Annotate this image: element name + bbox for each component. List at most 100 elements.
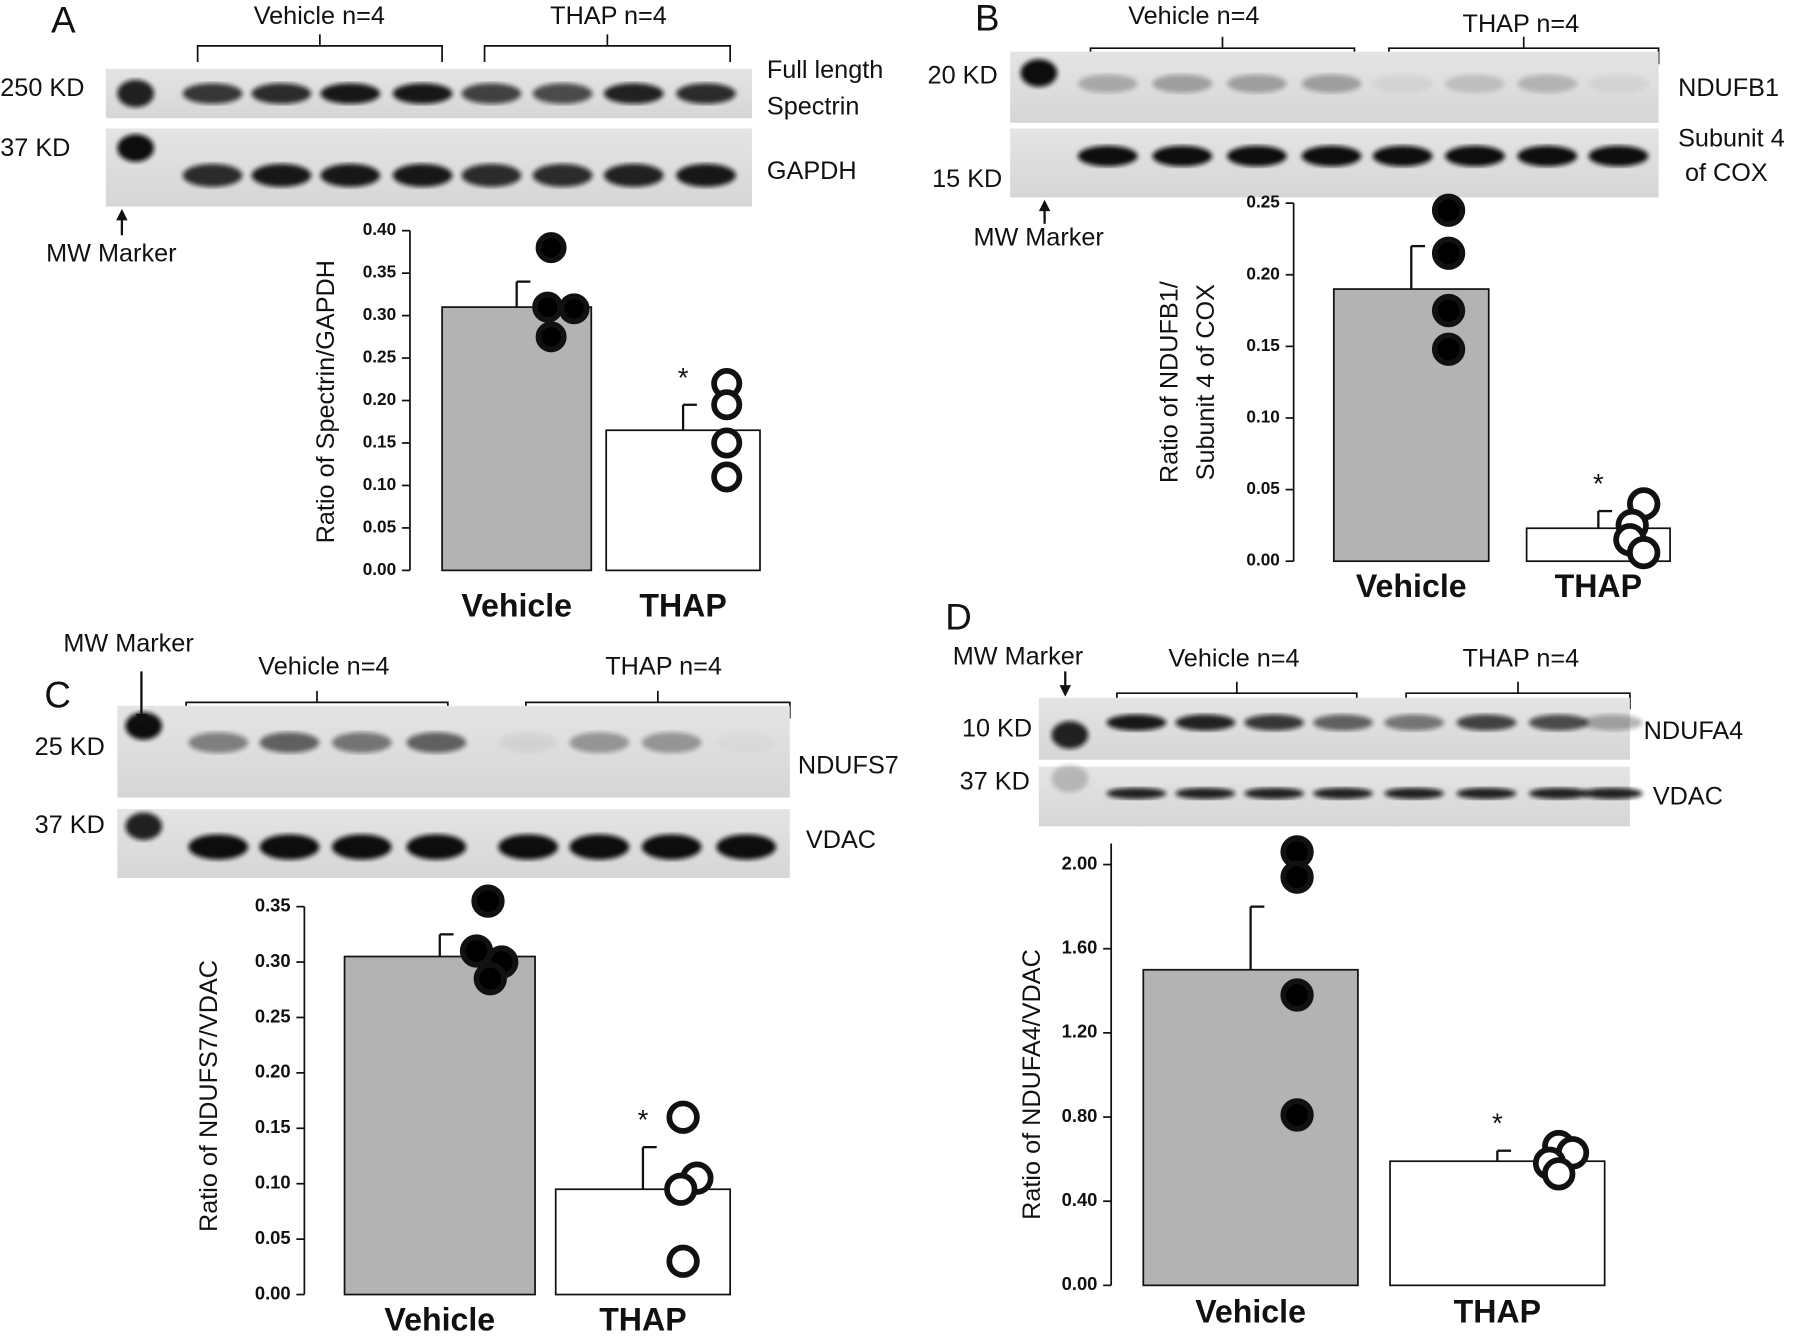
- category-label: THAP: [599, 1302, 686, 1337]
- marker-label: MW Marker: [46, 239, 176, 267]
- y-tick-label: 0.00: [255, 1282, 291, 1303]
- mw-label: 250 KD: [0, 74, 84, 102]
- y-tick-label: 0.25: [1246, 192, 1280, 212]
- band-label: Full length: [767, 56, 883, 84]
- y-tick-label: 0.10: [255, 1172, 291, 1193]
- blot-band: [1227, 74, 1287, 93]
- y-tick-label: 0.30: [255, 950, 291, 971]
- data-point: [1431, 332, 1466, 366]
- blot-band: [641, 834, 702, 860]
- y-tick-label: 0.10: [363, 474, 396, 494]
- panel-letter: D: [945, 596, 972, 637]
- blot-band: [1152, 74, 1213, 93]
- blot-band: [182, 83, 243, 104]
- blot-band: [1582, 787, 1643, 800]
- data-point: [711, 389, 743, 421]
- data-point: [471, 884, 505, 918]
- y-tick-label: 0.20: [255, 1061, 291, 1082]
- blot-band: [603, 83, 664, 104]
- blot-band: [1106, 714, 1167, 731]
- blot-band: [1588, 145, 1649, 167]
- band-label: NDUFA4: [1644, 717, 1744, 745]
- data-point: [1431, 293, 1466, 328]
- y-tick-label: 0.00: [1062, 1273, 1098, 1294]
- y-tick-label: 0.35: [255, 894, 291, 915]
- marker-band: [125, 812, 163, 841]
- blot-band: [461, 163, 522, 187]
- data-point: [558, 293, 590, 325]
- blot-band: [251, 163, 312, 187]
- bracket: [483, 34, 732, 62]
- significance-label: *: [1593, 468, 1604, 499]
- blot-band: [331, 834, 392, 860]
- mw-label: 37 KD: [35, 811, 105, 839]
- band-label: VDAC: [1653, 782, 1723, 810]
- y-tick-label: 0.05: [1246, 478, 1280, 498]
- significance-label: *: [678, 362, 689, 393]
- bar: [343, 955, 536, 1296]
- blot-band: [259, 834, 320, 860]
- y-tick-label: 0.25: [255, 1005, 291, 1026]
- group-label: THAP n=4: [1463, 645, 1580, 673]
- y-tick-label: 0.15: [255, 1116, 291, 1137]
- panel-letter: A: [51, 0, 76, 41]
- blot-band: [392, 83, 453, 104]
- band-label: of COX: [1685, 159, 1768, 187]
- blot-band: [1077, 145, 1138, 167]
- data-point: [532, 291, 564, 323]
- blot-band: [1517, 74, 1578, 93]
- blot-band: [1175, 787, 1236, 800]
- marker-band: [117, 134, 155, 162]
- data-point: [1280, 1098, 1314, 1132]
- mw-label: 15 KD: [932, 165, 1002, 193]
- data-point: [535, 321, 567, 353]
- blot-band: [1582, 714, 1643, 731]
- y-tick-label: 0.30: [363, 304, 396, 324]
- y-tick-label: 0.80: [1062, 1105, 1098, 1126]
- marker-label: MW Marker: [973, 223, 1103, 251]
- blot-band: [392, 163, 453, 187]
- arrow-head: [135, 713, 148, 726]
- y-tick-label: 0.05: [363, 516, 397, 536]
- blot-band: [1588, 74, 1649, 93]
- band-label: NDUFB1: [1678, 74, 1779, 102]
- y-tick-label: 0.25: [363, 347, 397, 367]
- blot-band: [188, 732, 249, 753]
- data-point: [1542, 1157, 1576, 1191]
- blot-band: [406, 834, 467, 860]
- category-label: Vehicle: [384, 1302, 495, 1337]
- significance-label: *: [638, 1104, 649, 1135]
- arrow-head: [1059, 685, 1071, 697]
- group-label: THAP n=4: [605, 653, 722, 681]
- group-label: Vehicle n=4: [1168, 645, 1299, 673]
- marker-label: MW Marker: [63, 630, 193, 658]
- group-label: Vehicle n=4: [1128, 2, 1259, 30]
- marker-band: [1020, 59, 1058, 87]
- blot-band: [1227, 145, 1287, 167]
- group-label: Vehicle n=4: [254, 2, 385, 30]
- y-axis-label: Ratio of NDUFS7/VDAC: [195, 960, 223, 1232]
- blot-band: [1528, 714, 1589, 731]
- blot-band: [406, 732, 467, 753]
- y-axis-label: Ratio of Spectrin/GAPDH: [312, 260, 340, 543]
- blot-band: [603, 163, 664, 187]
- blot-band: [1313, 787, 1373, 800]
- blot-band: [1528, 787, 1589, 800]
- data-point: [1280, 860, 1314, 894]
- blot-band: [1445, 74, 1505, 93]
- blot-band: [1244, 714, 1304, 731]
- blot-band: [461, 83, 522, 104]
- y-tick-label: 0.20: [363, 389, 396, 409]
- bar: [1332, 288, 1490, 563]
- y-axis-label: Ratio of NDUFB1/: [1156, 280, 1184, 483]
- blot-band: [1077, 74, 1138, 93]
- panel-letter: C: [44, 674, 71, 715]
- data-point: [666, 1100, 700, 1134]
- y-tick-label: 0.10: [1246, 407, 1279, 427]
- data-point: [666, 1244, 700, 1278]
- category-label: Vehicle: [1356, 568, 1467, 604]
- band-label: Spectrin: [767, 93, 860, 121]
- bar: [1142, 968, 1359, 1287]
- blot-band: [1384, 787, 1444, 800]
- blot-band: [320, 163, 381, 187]
